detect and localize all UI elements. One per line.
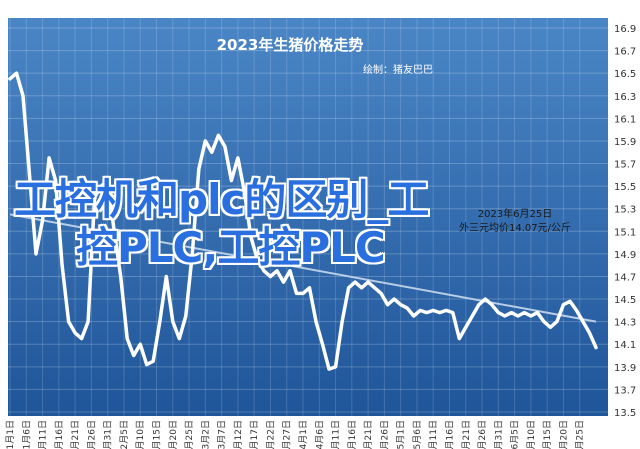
chart-title: 2023年生猪价格走势: [217, 36, 364, 54]
y-tick-label: 16.1: [614, 114, 636, 125]
annotation-price: 外三元均价14.07元/公斤: [459, 222, 571, 234]
x-tick-label: 6月5日: [510, 420, 521, 449]
x-tick-label: 3月17日: [249, 420, 260, 449]
x-tick-label: 1月11日: [38, 420, 49, 449]
y-tick-label: 14.9: [614, 250, 636, 261]
y-tick-label: 15.7: [614, 160, 636, 171]
x-tick-label: 6月25日: [575, 420, 586, 449]
annotation-date: 2023年6月25日: [478, 207, 553, 220]
x-tick-label: 2月10日: [135, 420, 146, 449]
x-tick-label: 1月6日: [21, 420, 32, 449]
x-tick-label: 4月1日: [298, 420, 309, 449]
x-tick-label: 4月11日: [331, 420, 342, 449]
overlay-line-1: 工控机和plc的区别_工: [14, 175, 429, 224]
x-tick-label: 6月20日: [558, 420, 569, 449]
x-tick-label: 2月5日: [119, 420, 130, 449]
x-tick-label: 4月16日: [347, 420, 358, 449]
x-tick-label: 4月26日: [379, 420, 390, 449]
x-tick-label: 3月22日: [265, 420, 276, 449]
x-tick-label: 6月15日: [542, 420, 553, 449]
y-tick-label: 16.7: [614, 47, 636, 58]
y-tick-label: 13.9: [614, 363, 636, 374]
x-tick-label: 4月21日: [363, 420, 374, 449]
x-tick-label: 1月26日: [86, 420, 97, 449]
x-tick-label: 1月31日: [103, 420, 114, 449]
y-tick-label: 14.3: [614, 318, 636, 329]
x-tick-label: 6月10日: [526, 420, 537, 449]
y-tick-label: 13.5: [614, 408, 636, 419]
y-tick-label: 15.5: [614, 182, 636, 193]
x-tick-label: 3月27日: [282, 420, 293, 449]
chart-subtitle: 绘制：猪友巴巴: [363, 63, 433, 76]
y-axis: 13.5 13.7 13.9 14.1 14.3 14.5 14.7 14.9 15.1 15.3…: [614, 24, 636, 419]
x-tick-label: 1月16日: [54, 420, 65, 449]
x-tick-label: 5月11日: [428, 420, 439, 449]
y-tick-label: 14.1: [614, 340, 636, 351]
x-tick-label: 3月12日: [233, 420, 244, 449]
x-tick-label: 5月26日: [477, 420, 488, 449]
y-tick-label: 14.5: [614, 295, 636, 306]
x-tick-label: 3月7日: [217, 420, 228, 449]
x-tick-label: 5月16日: [445, 420, 456, 449]
y-tick-label: 14.7: [614, 272, 636, 283]
x-tick-label: 5月1日: [396, 420, 407, 449]
trend-line: [9, 213, 597, 323]
x-tick-label: 5月31日: [493, 420, 504, 449]
x-tick-label: 1月1日: [5, 420, 16, 449]
y-tick-label: 16.5: [614, 69, 636, 80]
plot-background: [8, 18, 608, 416]
x-tick-label: 5月21日: [461, 420, 472, 449]
y-tick-label: 16.9: [614, 24, 636, 35]
watermark-overlay: 工控机和plc的区别_工 控PLC,工控PLC: [14, 176, 534, 272]
series-line: [8, 71, 598, 371]
x-tick-label: 5月6日: [412, 420, 423, 449]
y-tick-label: 16.3: [614, 92, 636, 103]
x-axis: 1月1日 1月6日 1月11日 1月16日 1月21日 1月26日 1月31日 2月5日 2月1…: [5, 420, 586, 449]
x-tick-label: 2月25日: [184, 420, 195, 449]
x-tick-label: 3月2日: [200, 420, 211, 449]
x-tick-label: 2月15日: [152, 420, 163, 449]
y-tick-label: 15.1: [614, 227, 636, 238]
y-tick-label: 15.9: [614, 137, 636, 148]
y-tick-label: 15.3: [614, 205, 636, 216]
x-tick-label: 1月21日: [70, 420, 81, 449]
y-tick-label: 13.7: [614, 385, 636, 396]
x-tick-label: 4月6日: [314, 420, 325, 449]
x-tick-label: 2月20日: [168, 420, 179, 449]
overlay-line-2: 控PLC,工控PLC: [76, 223, 386, 272]
